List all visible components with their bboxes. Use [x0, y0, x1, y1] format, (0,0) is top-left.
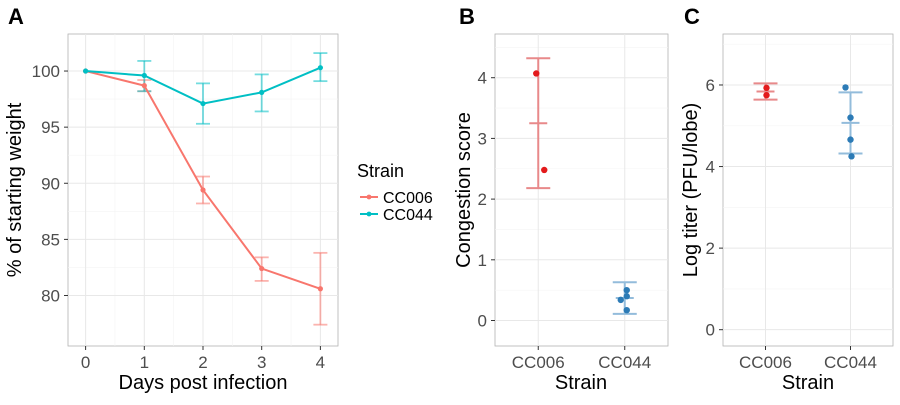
y-tick-label: 0	[706, 321, 715, 340]
x-tick-label: CC044	[598, 353, 651, 372]
data-point-cc044	[842, 84, 849, 91]
panel-a-y-axis-title: % of starting weight	[4, 102, 26, 277]
x-tick-label: 1	[140, 353, 149, 372]
panel-a-x-axis-title: Days post infection	[119, 372, 288, 394]
panel-c-y-axis-title: Log titer (PFU/lobe)	[680, 103, 702, 278]
y-tick-label: 1	[478, 251, 487, 270]
data-point-cc044	[259, 89, 265, 95]
panel-a-x-ticks: 0 1 2 3 4	[81, 346, 325, 372]
y-tick-label: 0	[478, 312, 487, 331]
x-tick-label: 0	[81, 353, 90, 372]
data-point-cc044	[317, 65, 323, 71]
y-tick-label: 4	[706, 158, 715, 177]
panel-b-y-axis-title: Congestion score	[453, 112, 475, 268]
x-tick-label: CC044	[824, 353, 877, 372]
panel-b: B CC006 CC044 0 1 2 3 4 Strain Congestion sco…	[453, 4, 669, 394]
panel-b-marks	[526, 57, 637, 315]
y-tick-label: 4	[478, 69, 487, 88]
data-point-cc006	[141, 83, 147, 89]
panel-a-y-ticks: 80 85 90 95 100	[32, 62, 68, 305]
data-point-cc044	[83, 68, 89, 74]
panel-c-x-ticks: CC006 CC044	[739, 346, 877, 372]
legend-key-cc006-point	[366, 194, 372, 200]
y-tick-label: 95	[41, 118, 60, 137]
legend-key-cc044-point	[366, 211, 372, 217]
panel-b-x-ticks: CC006 CC044	[512, 346, 651, 372]
legend-label-cc006: CC006	[383, 190, 433, 207]
x-tick-label: 2	[198, 353, 207, 372]
y-tick-label: 100	[32, 62, 60, 81]
panel-b-y-ticks: 0 1 2 3 4	[478, 69, 495, 331]
x-tick-label: CC006	[739, 353, 792, 372]
data-point-cc044	[623, 286, 630, 294]
panel-c-marks	[753, 82, 863, 160]
data-point-cc044	[848, 153, 855, 160]
panel-c-plot-area	[722, 33, 894, 347]
y-tick-label: 2	[706, 239, 715, 258]
data-point-cc006	[200, 187, 206, 193]
panel-c-gridlines	[723, 34, 893, 346]
data-point-cc044	[847, 136, 854, 143]
data-point-cc006	[317, 286, 323, 292]
data-point-cc006	[763, 91, 770, 99]
panel-c-x-axis-title: Strain	[782, 372, 834, 394]
y-tick-label: 90	[41, 174, 60, 193]
data-point-cc044	[623, 306, 630, 314]
legend: Strain CC006 CC044	[357, 161, 433, 224]
y-tick-label: 6	[706, 76, 715, 95]
x-tick-label: CC006	[512, 353, 565, 372]
data-point-cc044	[847, 114, 854, 121]
panel-b-x-axis-title: Strain	[555, 372, 607, 394]
panel-c-y-ticks: 0 2 4 6	[706, 76, 723, 340]
data-point-cc044	[141, 72, 147, 79]
data-point-cc006	[763, 84, 770, 92]
panel-c-letter: C	[684, 4, 700, 29]
y-tick-label: 3	[478, 129, 487, 148]
panel-a-letter: A	[8, 4, 24, 29]
y-tick-label: 85	[41, 230, 60, 249]
data-point-cc006	[533, 70, 540, 77]
data-point-cc044	[623, 293, 630, 300]
y-tick-label: 80	[41, 286, 60, 305]
x-tick-label: 3	[257, 353, 266, 372]
data-point-cc006	[259, 265, 265, 272]
legend-label-cc044: CC044	[383, 207, 433, 224]
data-point-cc006	[541, 166, 548, 174]
data-point-cc044	[617, 296, 624, 304]
legend-title: Strain	[357, 161, 404, 181]
data-point-cc044	[200, 100, 206, 107]
panel-b-letter: B	[459, 4, 475, 29]
panel-b-plot-area	[494, 33, 669, 347]
x-tick-label: 4	[316, 353, 325, 372]
panel-c: C CC006 CC044 0 2 4 6 Strain Log titer (PFU/…	[680, 4, 894, 394]
y-tick-label: 2	[478, 190, 487, 209]
panel-a-marks	[83, 52, 328, 326]
